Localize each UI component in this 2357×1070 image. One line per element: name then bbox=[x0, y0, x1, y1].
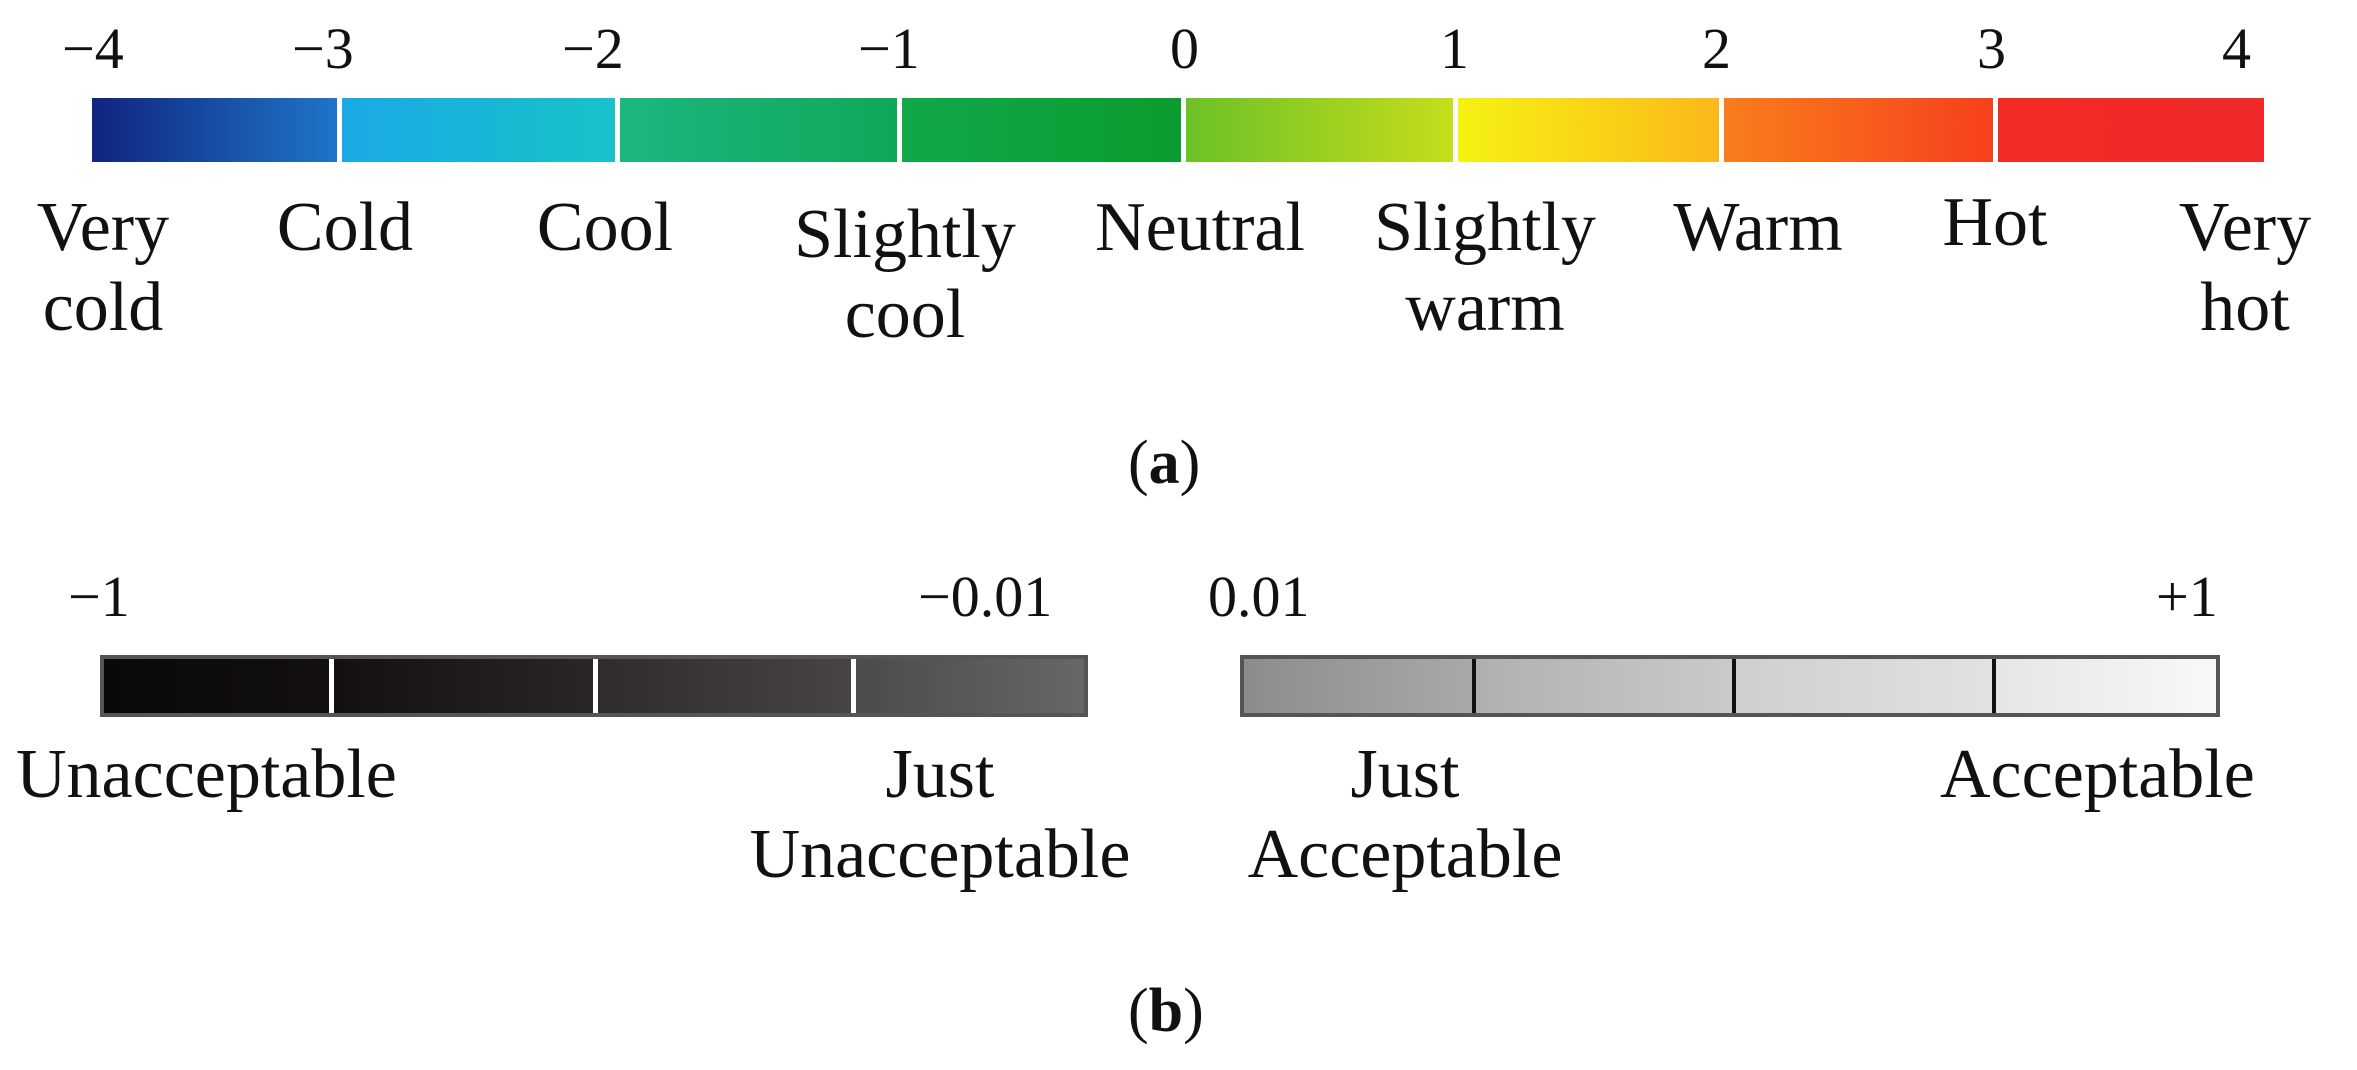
panel-b-caption: (b) bbox=[1128, 980, 1204, 1042]
label-acceptable: Acceptable bbox=[1940, 736, 2255, 813]
label-line: Cool bbox=[536, 189, 674, 266]
label-line: hot bbox=[2200, 269, 2290, 346]
tick-0-01: 0.01 bbox=[1208, 564, 1310, 629]
pos-segment-1 bbox=[1244, 659, 1476, 713]
tick-0: 0 bbox=[1170, 16, 1199, 81]
neg-segment-2 bbox=[334, 659, 598, 713]
label-line: cold bbox=[42, 269, 164, 346]
label-line: Slightly bbox=[1374, 189, 1596, 266]
segment-neutral-to-slightly-warm bbox=[1186, 98, 1458, 162]
label-just-acceptable: Just Acceptable bbox=[1205, 735, 1605, 895]
neg-segment-3 bbox=[598, 659, 856, 713]
pos-segment-2 bbox=[1476, 659, 1736, 713]
tick-4: 4 bbox=[2222, 16, 2251, 81]
label-slightly-cool: Slightly cool bbox=[755, 195, 1055, 355]
segment-warm-to-hot bbox=[1724, 98, 1998, 162]
tick-minus-3: −3 bbox=[292, 16, 354, 81]
label-cold: Cold bbox=[240, 188, 450, 268]
label-line: Acceptable bbox=[1247, 816, 1563, 893]
panel-a-caption: (a) bbox=[1128, 432, 1200, 494]
caption-paren: ) bbox=[1179, 429, 1201, 497]
neg-segment-1 bbox=[104, 659, 334, 713]
caption-paren: ( bbox=[1128, 429, 1149, 497]
label-neutral: Neutral bbox=[1050, 188, 1350, 268]
label-unacceptable: Unacceptable bbox=[16, 736, 397, 813]
caption-letter: b bbox=[1148, 977, 1184, 1045]
caption-letter: a bbox=[1148, 429, 1180, 497]
caption-paren: ) bbox=[1183, 977, 1204, 1045]
label-line: Very bbox=[36, 189, 170, 266]
tick-2: 2 bbox=[1702, 16, 1731, 81]
segment-very-cold-to-cold bbox=[92, 98, 342, 162]
label-just-unacceptable: Just Unacceptable bbox=[700, 735, 1180, 895]
label-line: cool bbox=[844, 276, 966, 353]
tick-plus-1: +1 bbox=[2156, 564, 2218, 629]
tick-minus-1: −1 bbox=[858, 16, 920, 81]
label-slightly-warm: Slightly warm bbox=[1335, 188, 1635, 348]
tick-1: 1 bbox=[1440, 16, 1469, 81]
label-line: Hot bbox=[1942, 184, 2048, 261]
label-line: Just bbox=[885, 736, 995, 813]
label-cool: Cool bbox=[500, 188, 710, 268]
neg-segment-4 bbox=[856, 659, 1084, 713]
label-line: warm bbox=[1405, 269, 1565, 346]
label-very-hot: Very hot bbox=[2140, 188, 2350, 348]
label-very-cold: Very cold bbox=[0, 188, 208, 348]
label-line: Very bbox=[2178, 189, 2312, 266]
label-line: Just bbox=[1350, 736, 1460, 813]
label-line: Cold bbox=[276, 189, 414, 266]
tick-3: 3 bbox=[1977, 16, 2006, 81]
segment-slightly-cool-to-neutral bbox=[902, 98, 1186, 162]
segment-cool-to-slightly-cool bbox=[620, 98, 902, 162]
label-line: Neutral bbox=[1095, 189, 1305, 266]
segment-cold-to-cool bbox=[342, 98, 620, 162]
pos-segment-4 bbox=[1996, 659, 2216, 713]
thermal-color-bar bbox=[92, 98, 2264, 162]
segment-slightly-warm-to-warm bbox=[1458, 98, 1724, 162]
acceptable-gray-bar bbox=[1240, 655, 2220, 717]
tick-minus-4: −4 bbox=[62, 16, 124, 81]
label-hot: Hot bbox=[1900, 183, 2090, 263]
segment-hot-to-very-hot bbox=[1998, 98, 2264, 162]
tick-minus-0-01: −0.01 bbox=[918, 564, 1053, 629]
caption-paren: ( bbox=[1128, 977, 1149, 1045]
label-line: Unacceptable bbox=[749, 816, 1131, 893]
tick-minus-1: −1 bbox=[68, 564, 130, 629]
label-line: Slightly bbox=[794, 196, 1016, 273]
label-line: Warm bbox=[1673, 189, 1843, 266]
unacceptable-gray-bar bbox=[100, 655, 1088, 717]
tick-minus-2: −2 bbox=[562, 16, 624, 81]
label-warm: Warm bbox=[1618, 188, 1898, 268]
pos-segment-3 bbox=[1736, 659, 1996, 713]
